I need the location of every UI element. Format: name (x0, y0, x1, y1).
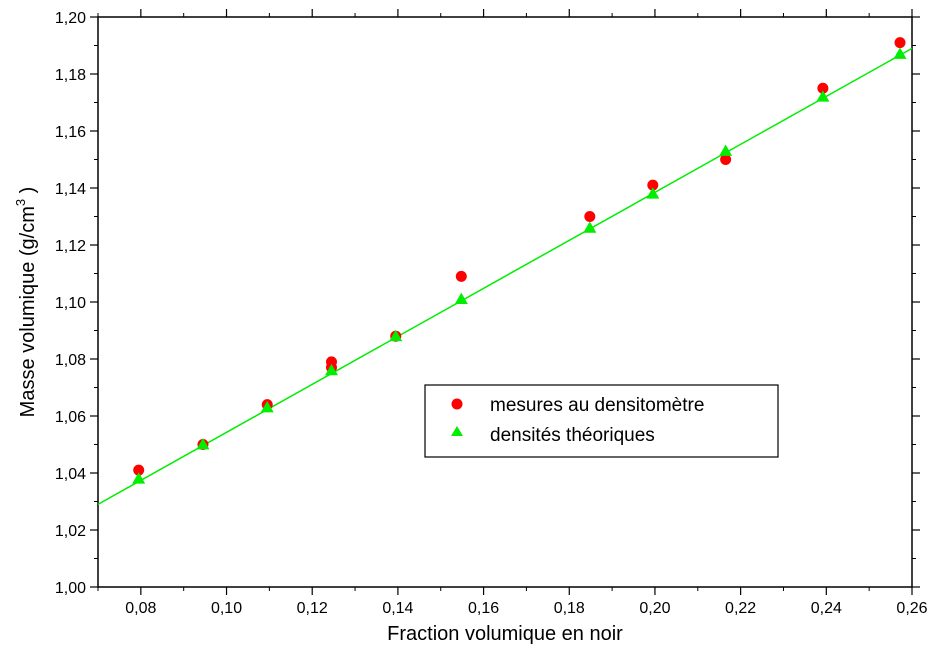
fit-line-group (97, 47, 913, 506)
legend-label-mesures: mesures au densitomètre (490, 395, 704, 416)
point-mesures (817, 82, 829, 94)
point-theoriques (816, 90, 830, 102)
y-tick-label: 1,16 (55, 124, 86, 141)
x-tick-label: 0,14 (382, 600, 413, 617)
y-tick-label: 1,06 (55, 409, 86, 426)
point-theoriques (893, 47, 907, 59)
y-axis: 1,00 1,02 1,04 1,06 1,08 1,10 1,12 1,14 1,16 1,18… (55, 10, 920, 597)
fit-line (97, 47, 913, 506)
point-theoriques (324, 363, 338, 376)
x-tick-label: 0,10 (211, 600, 242, 617)
legend-marker-theoriques (451, 426, 463, 436)
point-theoriques (583, 221, 597, 233)
y-axis-title-superscript: 3 (13, 199, 28, 206)
y-tick-label: 1,02 (55, 523, 86, 540)
point-mesures (133, 464, 145, 476)
point-theoriques (196, 438, 210, 450)
point-theoriques (132, 472, 146, 484)
y-axis-title-end: ) (17, 187, 39, 199)
x-tick-label: 0,08 (125, 600, 156, 617)
point-mesures (894, 37, 906, 49)
legend-label-theoriques: densités théoriques (490, 425, 655, 446)
legend: mesures au densitomètre densités théoriq… (424, 384, 779, 458)
data-points (132, 37, 907, 484)
point-theoriques (260, 400, 274, 413)
y-tick-label: 1,00 (55, 580, 86, 597)
point-theoriques (646, 187, 660, 199)
y-tick-label: 1,12 (55, 238, 86, 255)
x-tick-label: 0,16 (468, 600, 499, 617)
y-tick-label: 1,10 (55, 295, 86, 312)
x-tick-label: 0,18 (554, 600, 585, 617)
x-tick-label: 0,12 (297, 600, 328, 617)
point-mesures (647, 179, 659, 191)
x-tick-label: 0,24 (811, 600, 842, 617)
point-theoriques (454, 292, 468, 305)
x-tick-label: 0,26 (896, 600, 927, 617)
point-mesures (720, 154, 732, 165)
point-theoriques (719, 144, 733, 156)
point-mesures (584, 211, 596, 222)
x-tick-label: 0,20 (639, 600, 670, 617)
y-tick-label: 1,14 (55, 181, 86, 198)
y-tick-label: 1,20 (55, 10, 86, 27)
y-tick-label: 1,04 (55, 466, 86, 483)
legend-marker-mesures (451, 398, 463, 410)
y-tick-label: 1,18 (55, 67, 86, 84)
x-axis: 0,08 0,10 0,12 0,14 0,16 0,18 0,20 0,22 0,24 0,26 (97, 9, 928, 617)
point-theoriques (389, 329, 403, 342)
y-axis-title-main: Masse volumique (g/cm (17, 206, 39, 417)
legend-box (424, 384, 779, 458)
point-mesures (455, 270, 467, 282)
y-axis-title: Masse volumique (g/cm3 ) (13, 187, 39, 418)
y-tick-label: 1,08 (55, 352, 86, 369)
x-tick-label: 0,22 (725, 600, 756, 617)
plot-area (97, 16, 913, 588)
x-axis-title: Fraction volumique en noir (387, 623, 623, 645)
